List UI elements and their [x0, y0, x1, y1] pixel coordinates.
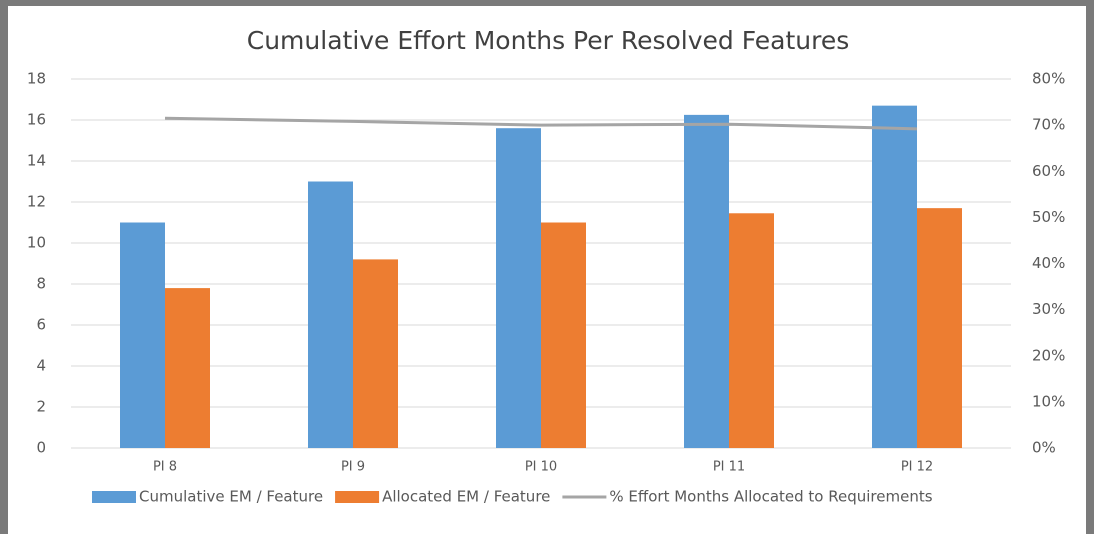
y-tick-label: 0: [36, 439, 46, 457]
y-tick-label: 4: [36, 357, 46, 375]
y2-tick-label: 20%: [1032, 346, 1065, 364]
bar: [353, 259, 398, 448]
bar: [872, 105, 917, 449]
y-tick-label: 12: [27, 193, 46, 211]
x-tick-label: PI 11: [713, 460, 745, 475]
y-tick-label: 18: [27, 70, 46, 88]
bar: [308, 181, 353, 448]
y-tick-label: 6: [36, 316, 46, 334]
y2-tick-label: 70%: [1032, 116, 1065, 134]
legend-swatch: [92, 491, 136, 503]
legend-label: % Effort Months Allocated to Requirement…: [609, 488, 932, 506]
x-tick-label: PI 12: [901, 460, 933, 475]
y2-tick-label: 60%: [1032, 162, 1065, 180]
y2-tick-label: 10%: [1032, 392, 1065, 410]
legend-swatch: [335, 491, 380, 503]
y2-tick-label: 30%: [1032, 300, 1065, 318]
y2-tick-label: 0%: [1032, 439, 1056, 457]
bar: [496, 128, 541, 448]
y-tick-label: 14: [27, 152, 46, 170]
y2-tick-label: 50%: [1032, 208, 1065, 226]
y-tick-label: 10: [27, 234, 46, 252]
x-tick-label: PI 10: [525, 460, 557, 475]
y-tick-label: 16: [27, 111, 46, 129]
x-tick-label: PI 9: [341, 460, 365, 475]
y-tick-label: 2: [36, 398, 46, 416]
bar: [120, 222, 165, 448]
legend-label: Allocated EM / Feature: [382, 488, 550, 506]
bar: [684, 114, 729, 448]
y2-tick-label: 40%: [1032, 254, 1065, 272]
x-tick-label: PI 8: [153, 460, 177, 475]
y2-tick-label: 80%: [1032, 70, 1065, 88]
bar: [165, 288, 210, 448]
bar: [917, 208, 962, 448]
bar: [729, 213, 774, 448]
y-tick-label: 8: [36, 275, 46, 293]
line: [164, 116, 918, 131]
chart-title: Cumulative Effort Months Per Resolved Fe…: [247, 26, 849, 55]
legend-label: Cumulative EM / Feature: [139, 488, 323, 506]
bar: [541, 222, 586, 448]
